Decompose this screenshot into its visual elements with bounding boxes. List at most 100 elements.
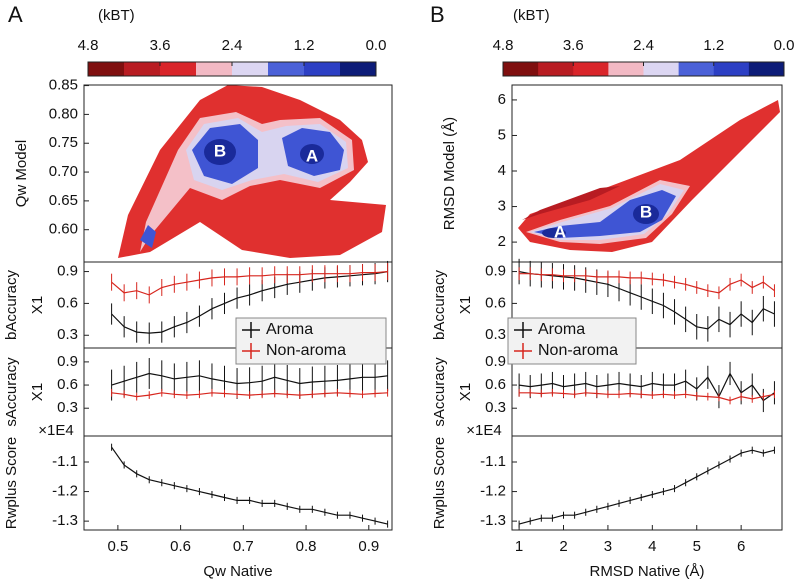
y-tick-label: 0.6	[57, 376, 78, 393]
colorbar-segment	[196, 62, 233, 76]
y-label: bAccuracy	[3, 269, 20, 340]
axis-multiplier: ×1E4	[38, 422, 73, 439]
panel-letter: B	[430, 2, 445, 27]
contour-core	[204, 139, 236, 165]
y-tick-label: 0.9	[485, 353, 506, 370]
colorbar-label: (kBT)	[98, 7, 135, 24]
series-line	[518, 271, 775, 330]
y-unit-label: X1	[457, 383, 474, 401]
y-tick-label: 0.6	[485, 294, 506, 311]
x-label: Qw Native	[203, 563, 272, 580]
colorbar-segment	[88, 62, 125, 76]
y-tick-label: 5	[498, 126, 506, 143]
y-label: bAccuracy	[431, 269, 448, 340]
colorbar-segment	[503, 62, 539, 76]
y-unit-label: X1	[29, 296, 46, 314]
colorbar-tick-label: 3.6	[563, 37, 584, 54]
colorbar-segment	[268, 62, 305, 76]
colorbar-tick-label: 1.2	[703, 37, 724, 54]
y-tick-label: 0.9	[57, 353, 78, 370]
colorbar-segment	[748, 62, 785, 76]
colorbar-segment	[160, 62, 197, 76]
colorbar-segment	[608, 62, 644, 76]
x-tick-label: 0.5	[107, 538, 128, 555]
x-tick-label: 0.9	[358, 538, 379, 555]
y-tick-label: 0.9	[485, 263, 506, 280]
series-line	[519, 372, 775, 402]
x-tick-label: 6	[737, 538, 745, 555]
y-tick-label: 0.3	[57, 399, 78, 416]
colorbar-segment	[304, 62, 341, 76]
y-tick-label: 0.75	[49, 134, 78, 151]
panel-frame	[83, 435, 393, 531]
contour-blue	[140, 225, 156, 248]
contour-core	[542, 228, 566, 238]
basin-label: B	[214, 141, 226, 160]
map-y-label: RMSD Model (Å)	[441, 117, 458, 230]
legend-label: Non-aroma	[266, 342, 346, 359]
legend-box	[507, 317, 637, 365]
y-tick-label: -1.2	[52, 483, 78, 500]
basin-label: A	[306, 146, 318, 165]
y-tick-label: 3	[498, 198, 506, 215]
colorbar-tick-label: 2.4	[633, 37, 654, 54]
series-line	[111, 446, 388, 525]
colorbar-segment	[538, 62, 574, 76]
y-tick-label: -1.2	[480, 483, 506, 500]
colorbar-segment	[643, 62, 680, 76]
series-line	[111, 271, 388, 296]
colorbar-tick-label: 4.8	[493, 37, 514, 54]
y-label: Rwplus Score	[431, 437, 448, 530]
x-tick-label: 3	[604, 538, 612, 555]
series-line	[519, 392, 775, 402]
y-unit-label: X1	[29, 383, 46, 401]
y-unit-label: X1	[457, 296, 474, 314]
legend-label: Aroma	[266, 321, 313, 338]
energy-landscape-a	[118, 85, 386, 258]
x-tick-label: 5	[693, 538, 701, 555]
y-tick-label: -1.3	[52, 512, 78, 529]
contour-darkred	[522, 186, 620, 220]
colorbar-tick-label: 0.0	[366, 37, 387, 54]
colorbar-segment	[713, 62, 750, 76]
legend-box	[235, 317, 387, 365]
y-tick-label: -1.1	[480, 453, 506, 470]
x-tick-label: 0.8	[296, 538, 317, 555]
x-tick-label: 2	[559, 538, 567, 555]
series-line	[111, 372, 388, 386]
colorbar-tick-label: 1.2	[294, 37, 315, 54]
colorbar-segment	[232, 62, 269, 76]
series-line	[111, 392, 388, 398]
legend-label: Aroma	[538, 321, 585, 338]
y-tick-label: 6	[498, 91, 506, 108]
energy-landscape-b	[518, 100, 780, 252]
y-tick-label: 4	[498, 162, 506, 179]
x-tick-label: 1	[515, 538, 523, 555]
y-label: sAccuracy	[431, 357, 448, 427]
panel-frame	[511, 435, 783, 531]
colorbar-tick-label: 0.0	[774, 37, 795, 54]
contour-blue	[534, 190, 676, 238]
y-tick-label: 0.6	[57, 294, 78, 311]
y-label: sAccuracy	[3, 357, 20, 427]
y-tick-label: 0.85	[49, 77, 78, 94]
colorbar-label: (kBT)	[513, 7, 550, 24]
colorbar-tick-label: 4.8	[78, 37, 99, 54]
y-tick-label: 0.3	[485, 399, 506, 416]
y-tick-label: 0.9	[57, 263, 78, 280]
y-tick-label: 0.60	[49, 221, 78, 238]
basin-label: B	[640, 202, 652, 221]
y-label: Rwplus Score	[3, 437, 20, 530]
y-tick-label: 0.3	[57, 326, 78, 343]
y-tick-label: -1.1	[52, 453, 78, 470]
y-tick-label: 0.65	[49, 192, 78, 209]
series-line	[518, 449, 775, 525]
map-y-label: Qw Model	[13, 140, 30, 208]
x-label: RMSD Native (Å)	[589, 563, 704, 580]
y-tick-label: 0.80	[49, 105, 78, 122]
y-tick-label: 0.70	[49, 163, 78, 180]
y-tick-label: 0.3	[485, 326, 506, 343]
x-tick-label: 4	[648, 538, 656, 555]
colorbar-tick-label: 3.6	[150, 37, 171, 54]
colorbar-segment	[340, 62, 377, 76]
